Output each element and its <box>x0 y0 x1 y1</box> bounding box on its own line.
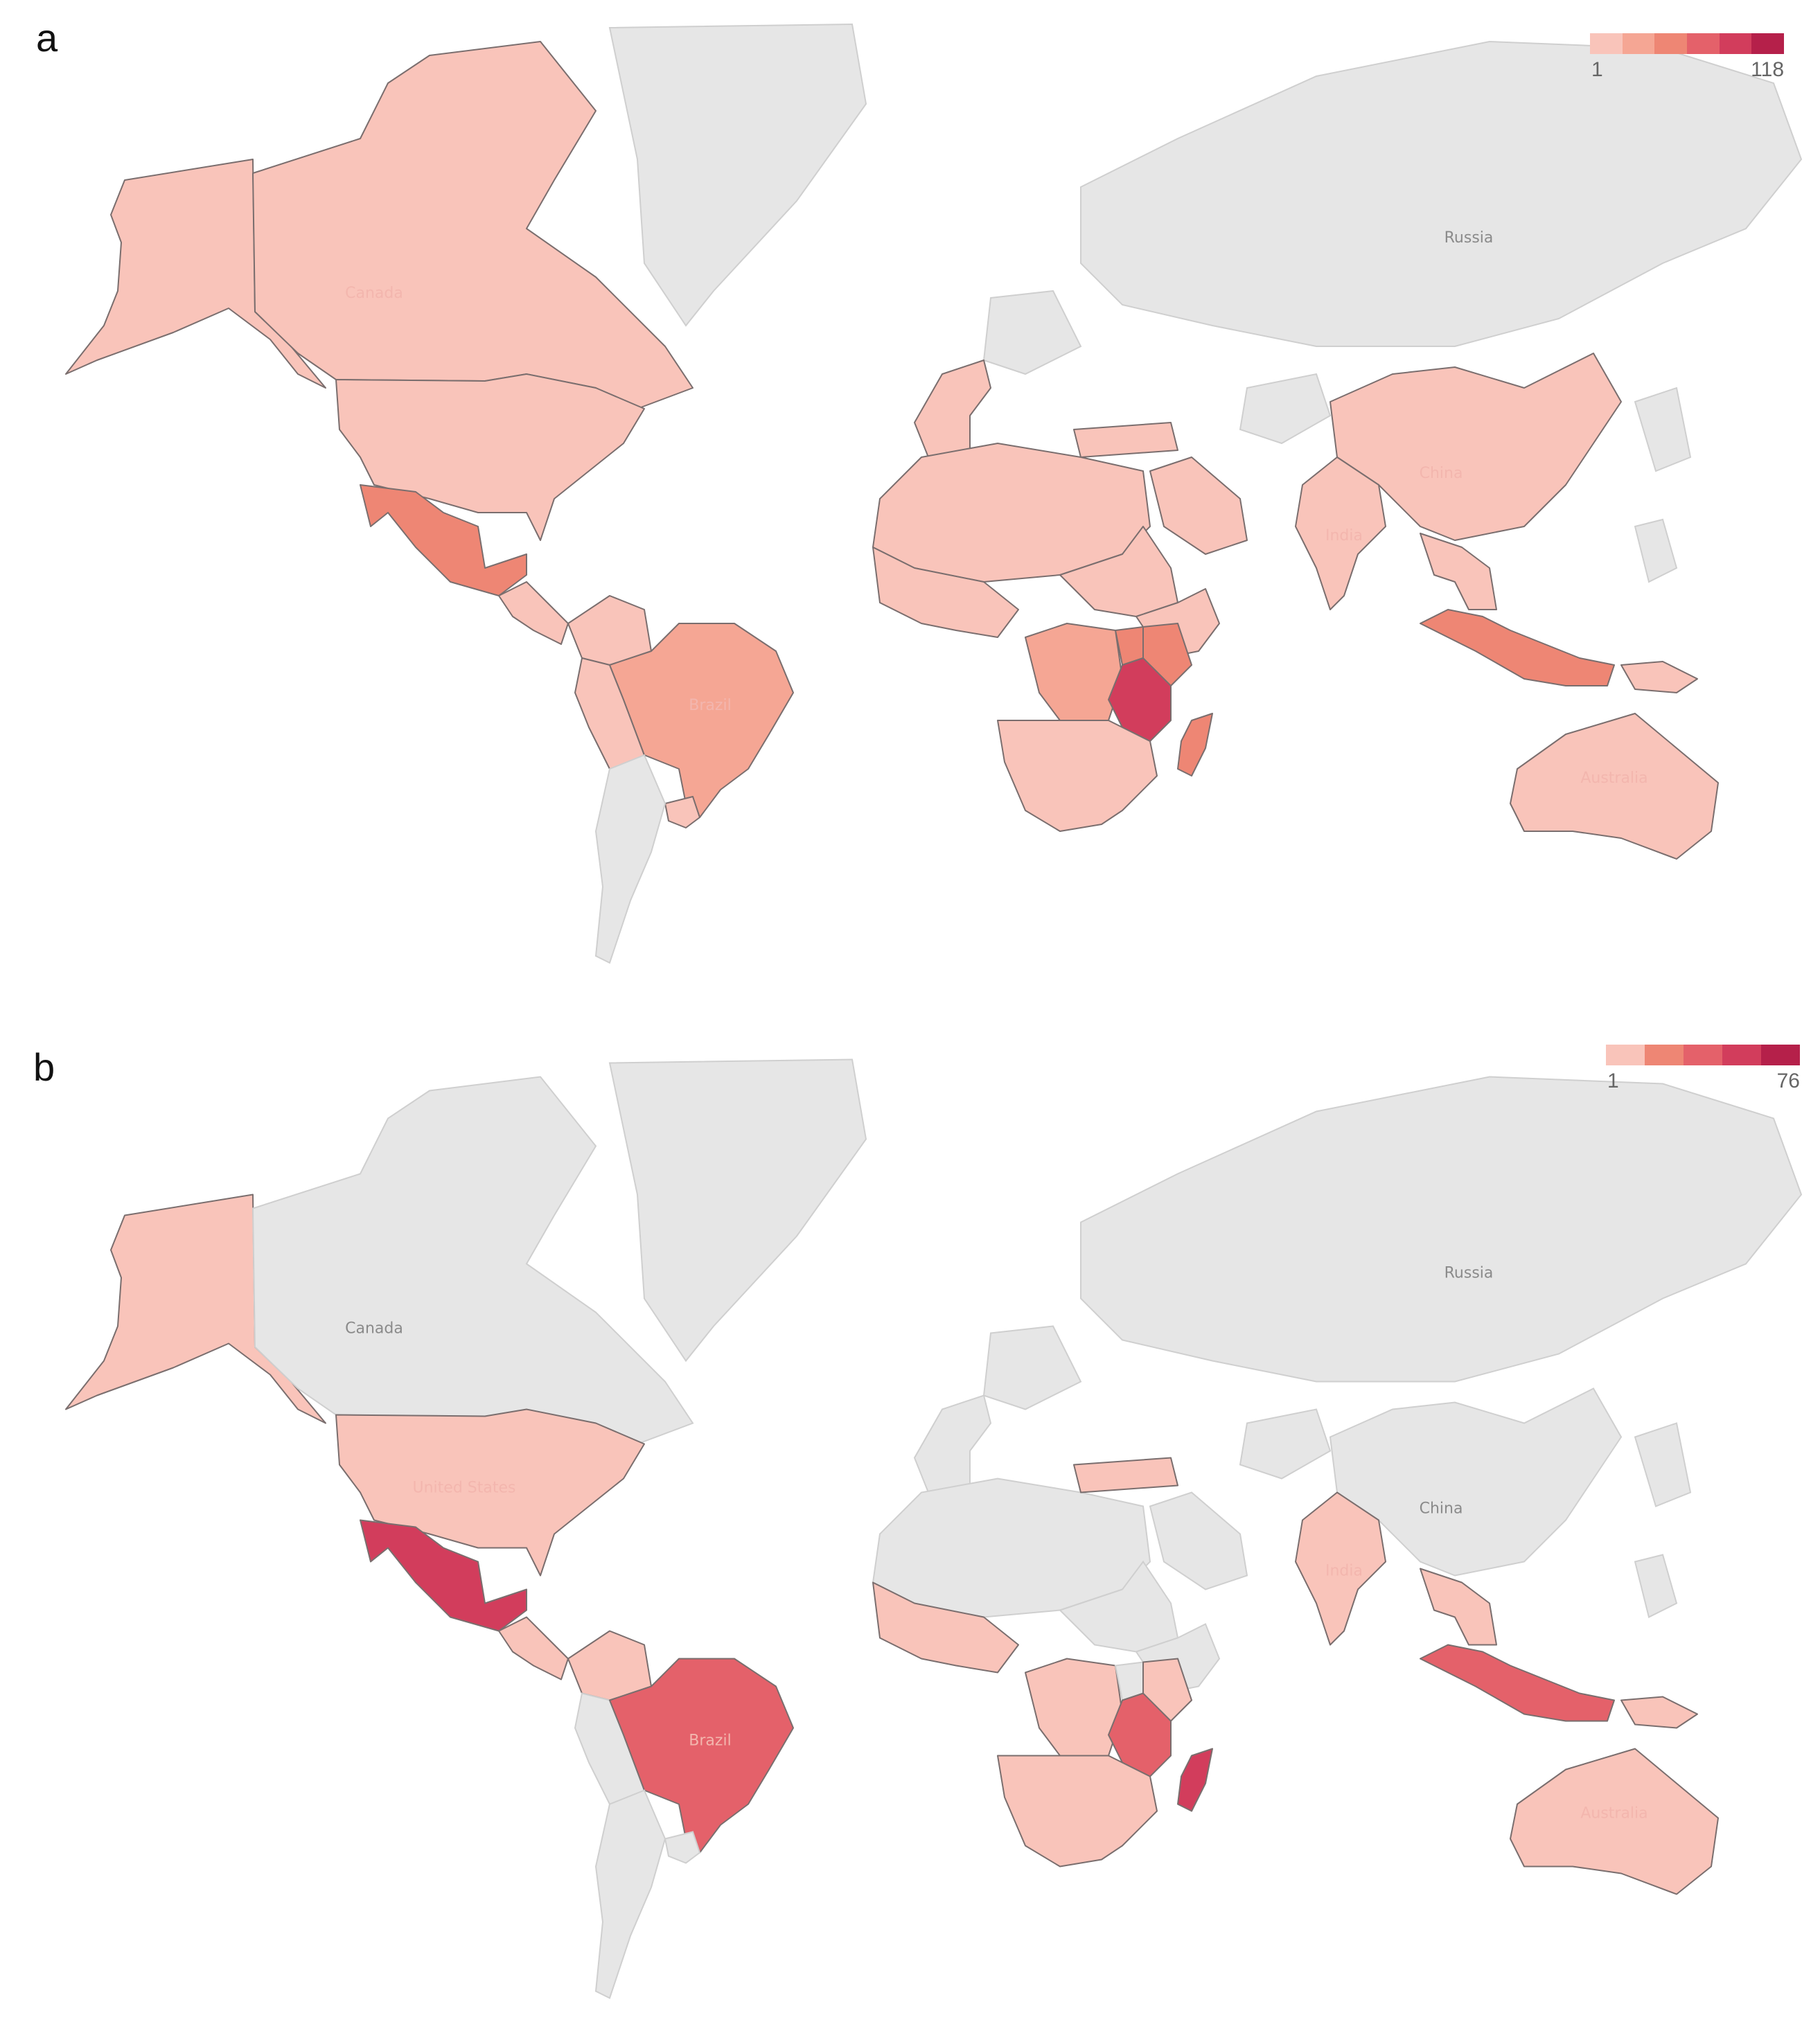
country-australia <box>1510 1748 1719 1895</box>
country-no-data <box>1634 387 1692 472</box>
country-china <box>1329 1387 1623 1577</box>
map-panel-a: Russia Canada China India Brazil Australia a 1… <box>0 0 1820 970</box>
color-legend: 1 118 <box>1590 33 1785 89</box>
country-brazil <box>609 623 794 818</box>
country-india <box>1295 456 1386 610</box>
country-south-america-rest <box>594 1789 666 1999</box>
panel-letter: b <box>33 1045 55 1089</box>
legend-swatch <box>1751 33 1785 54</box>
legend-min: 1 <box>1591 58 1603 81</box>
country-papua <box>1620 1696 1698 1729</box>
legend-swatch <box>1606 1045 1645 1065</box>
country-no-data <box>1239 1408 1332 1480</box>
country-no-data <box>1634 518 1678 583</box>
country-russia <box>1080 40 1803 347</box>
country-no-data <box>1634 1422 1692 1507</box>
map-label-canada: Canada <box>345 285 403 302</box>
country-west-africa <box>872 547 1019 638</box>
map-label-united-states: United States <box>413 1480 516 1497</box>
country-uruguay <box>664 1831 701 1864</box>
country-russia <box>1080 1076 1803 1383</box>
map-label-australia: Australia <box>1580 770 1647 787</box>
country-no-data <box>1634 1554 1678 1618</box>
country-sudan-region <box>1059 1560 1179 1653</box>
country-no-data <box>1239 373 1332 445</box>
country-southeast-asia <box>1420 1568 1497 1646</box>
country-tanzania <box>1108 657 1172 742</box>
map-label-brazil: Brazil <box>689 1732 731 1750</box>
map-label-india: India <box>1325 527 1363 544</box>
country-tanzania <box>1108 1692 1172 1777</box>
country-turkey <box>1073 1457 1178 1493</box>
country-middle-east <box>1149 456 1248 555</box>
map-label-canada: Canada <box>345 1320 403 1338</box>
country-southern-africa <box>997 720 1158 832</box>
country-drc <box>1025 1658 1123 1757</box>
country-madagascar <box>1177 713 1213 777</box>
country-brazil <box>609 1658 794 1854</box>
legend-max: 76 <box>1776 1070 1800 1092</box>
legend-swatch <box>1761 1045 1800 1065</box>
country-west-europe <box>913 1394 992 1493</box>
country-india <box>1295 1491 1386 1646</box>
map-label-russia: Russia <box>1444 1265 1494 1282</box>
legend-swatch <box>1645 1045 1684 1065</box>
legend-swatch <box>1687 33 1720 54</box>
country-indonesia <box>1420 1644 1615 1722</box>
country-west-europe <box>914 360 991 458</box>
map-label-russia: Russia <box>1444 229 1494 247</box>
country-mexico <box>360 1519 527 1632</box>
map-panel-b: Russia Canada United States China India Brazi… <box>0 1018 1820 2022</box>
country-turkey <box>1073 422 1178 458</box>
country-southern-africa <box>997 1755 1158 1868</box>
country-greenland <box>608 1058 867 1363</box>
map-label-australia: Australia <box>1580 1805 1647 1823</box>
country-sudan-region <box>1059 526 1178 617</box>
country-usa <box>335 373 645 541</box>
map-label-china: China <box>1420 1500 1463 1518</box>
world-choropleth-map: Russia Canada China India Brazil Australia <box>65 23 1803 964</box>
country-usa <box>335 1408 645 1577</box>
country-drc <box>1025 623 1123 721</box>
country-uruguay <box>664 796 700 828</box>
legend-bar <box>1590 33 1785 54</box>
legend-swatch <box>1654 33 1688 54</box>
country-middle-east <box>1149 1491 1248 1590</box>
country-madagascar <box>1177 1748 1213 1812</box>
country-central-america <box>498 1616 569 1680</box>
country-australia <box>1510 713 1719 860</box>
legend-min: 1 <box>1607 1070 1619 1092</box>
country-west-africa <box>872 1581 1019 1674</box>
country-no-data <box>982 290 1082 375</box>
country-papua <box>1620 661 1698 693</box>
country-greenland <box>608 23 867 327</box>
country-southeast-asia <box>1420 533 1497 610</box>
legend-swatch <box>1719 33 1752 54</box>
country-south-america-rest <box>594 754 666 964</box>
color-legend: 1 76 <box>1606 1045 1800 1100</box>
country-china <box>1329 353 1622 541</box>
legend-swatch <box>1684 1045 1722 1065</box>
world-choropleth-map: Russia Canada United States China India Brazi… <box>65 1058 1803 1999</box>
map-label-india: India <box>1325 1563 1363 1580</box>
map-label-brazil: Brazil <box>689 697 731 714</box>
panel-letter: a <box>36 16 58 60</box>
legend-swatch <box>1590 33 1623 54</box>
legend-swatch <box>1722 1045 1761 1065</box>
legend-max: 118 <box>1751 58 1784 81</box>
country-no-data <box>982 1325 1082 1410</box>
map-label-china: China <box>1420 465 1463 482</box>
legend-swatch <box>1622 33 1655 54</box>
legend-bar <box>1606 1045 1800 1065</box>
country-mexico <box>360 484 527 596</box>
country-central-america <box>498 581 569 645</box>
country-indonesia <box>1420 609 1615 686</box>
